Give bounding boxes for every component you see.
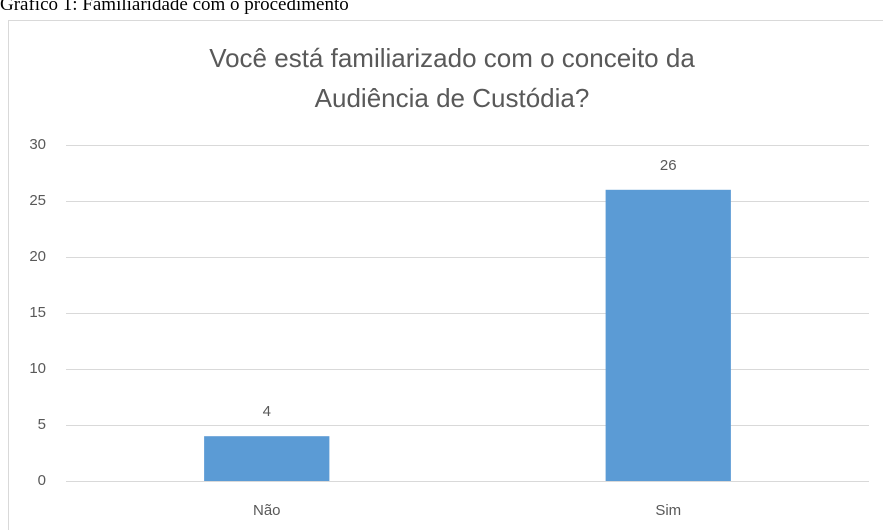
data-label: 26 [660, 157, 677, 174]
x-tick-label: Não [253, 502, 281, 519]
figure-caption: Gráfico 1: Familiaridade com o procedime… [0, 0, 349, 15]
y-tick-label: 20 [29, 248, 46, 265]
chart-title: Você está familiarizado com o conceito d… [209, 43, 695, 113]
bar [605, 189, 731, 482]
y-tick-label: 10 [29, 360, 46, 377]
y-tick-label: 15 [29, 304, 46, 321]
y-tick-label: 5 [38, 416, 46, 433]
chart-border [8, 20, 883, 530]
data-label: 4 [263, 403, 271, 420]
y-tick-label: 0 [38, 472, 46, 489]
y-tick-label: 25 [29, 192, 46, 209]
y-tick-label: 30 [29, 136, 46, 153]
bar [204, 436, 330, 481]
x-tick-label: Sim [655, 502, 681, 519]
